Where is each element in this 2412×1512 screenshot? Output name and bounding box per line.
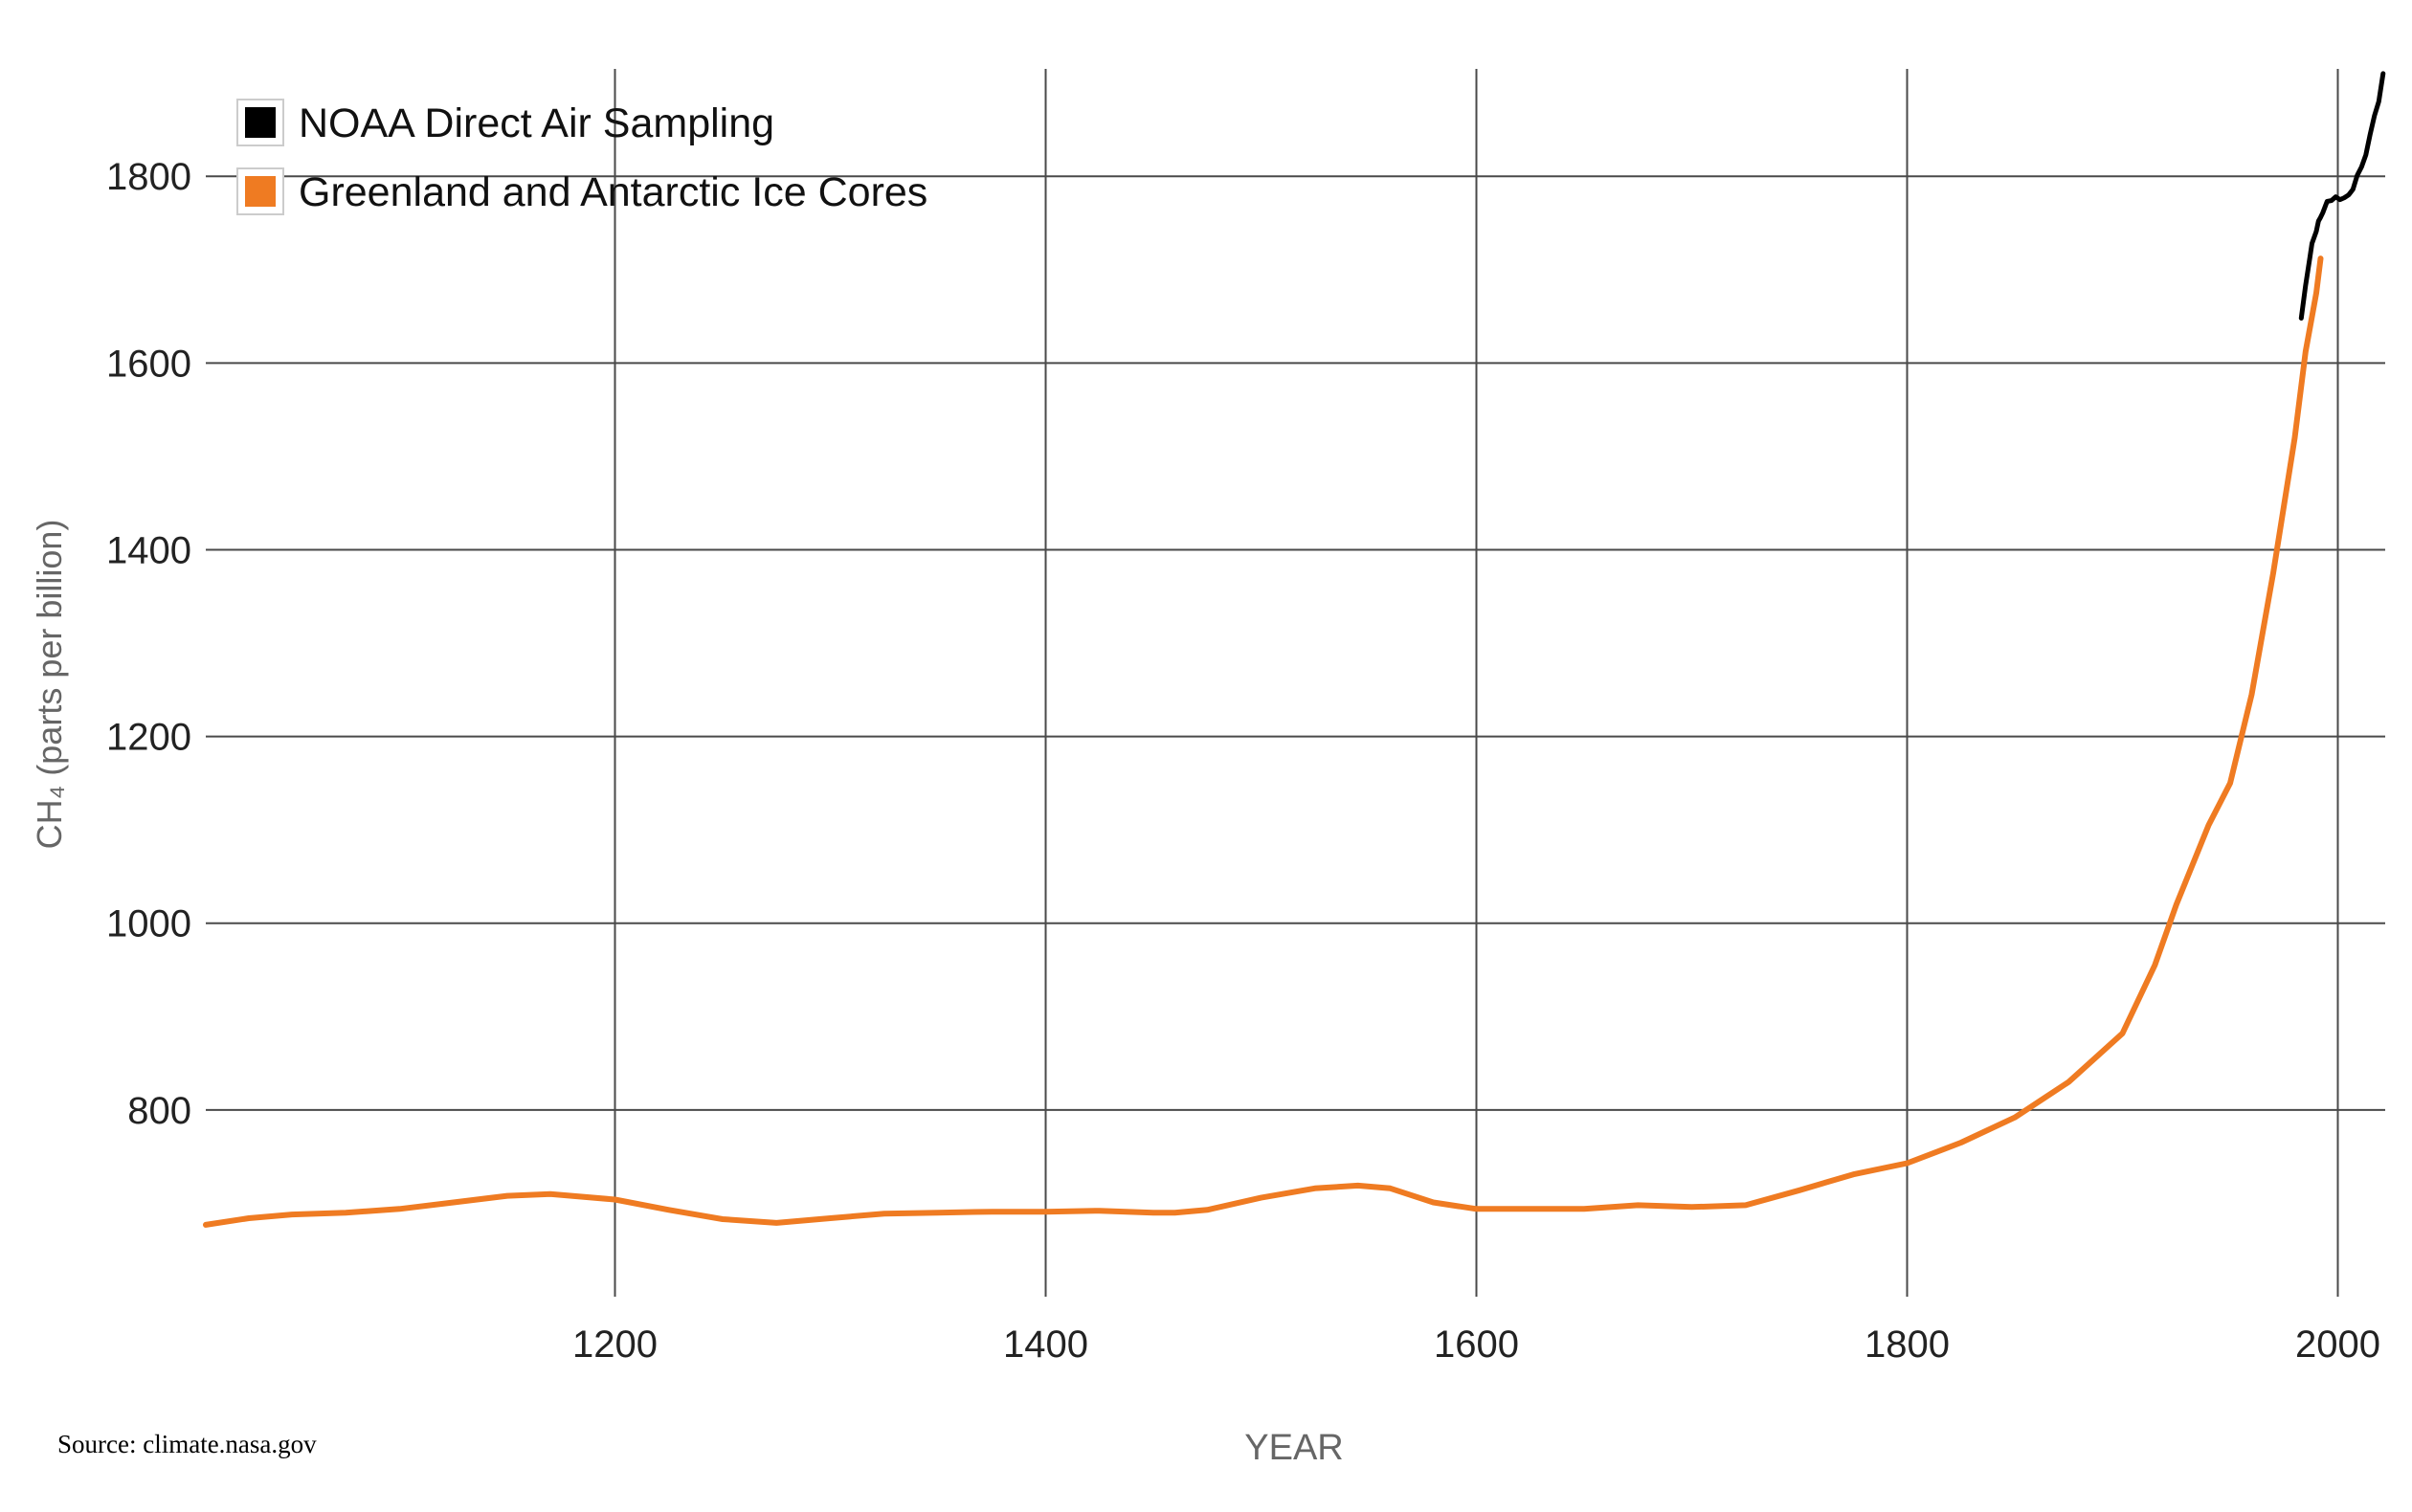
- tick-layer: 1200 1400 1600 1800 2000 800 1000 1200 1400 1600 1…: [106, 156, 2380, 1366]
- x-axis-title: YEAR: [1244, 1428, 1343, 1468]
- y-axis-title: CH₄ (parts per billion): [30, 520, 69, 850]
- series-line-ice-cores: [203, 256, 2324, 1228]
- y-tick-label: 1000: [106, 903, 191, 945]
- y-tick-label: 1600: [106, 343, 191, 385]
- x-tick-label: 1200: [572, 1323, 658, 1366]
- x-tick-label: 2000: [2295, 1323, 2380, 1366]
- y-tick-label: 1200: [106, 717, 191, 759]
- x-tick-label: 1400: [1003, 1323, 1088, 1366]
- legend-swatch: [245, 176, 276, 207]
- series-layer: [203, 71, 2386, 1228]
- source-note: Source: climate.nasa.gov: [57, 1430, 317, 1458]
- grid-layer: [206, 69, 2385, 1297]
- x-tick-label: 1600: [1434, 1323, 1519, 1366]
- y-tick-label: 1400: [106, 529, 191, 571]
- legend-label: Greenland and Antarctic Ice Cores: [299, 169, 927, 215]
- x-tick-label: 1800: [1865, 1323, 1950, 1366]
- legend-label: NOAA Direct Air Sampling: [299, 100, 774, 146]
- legend-swatch: [245, 107, 276, 138]
- y-tick-label: 800: [127, 1090, 191, 1132]
- series-line-noaa: [2298, 71, 2386, 321]
- legend: NOAA Direct Air Sampling Greenland and An…: [236, 99, 927, 215]
- y-tick-label: 1800: [106, 156, 191, 198]
